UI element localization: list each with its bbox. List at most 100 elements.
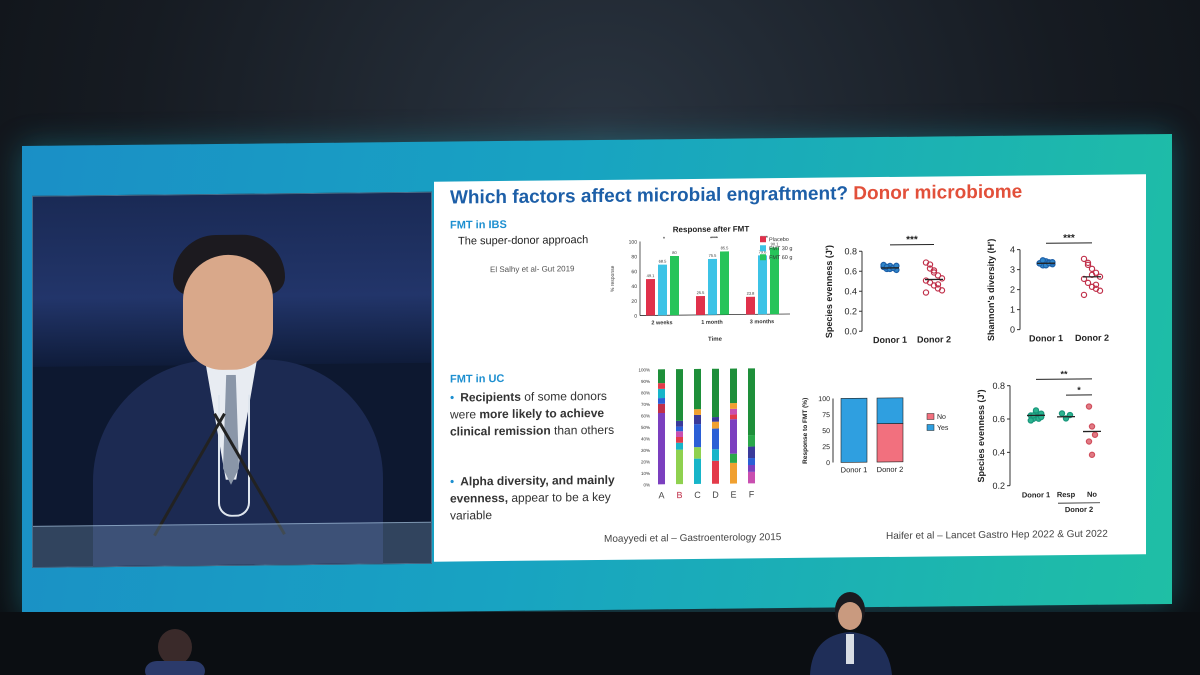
legend-swatch <box>926 424 935 431</box>
data-point <box>1027 417 1035 424</box>
bar <box>646 279 655 316</box>
bar-yes <box>840 397 868 463</box>
uc-taxa-composition-chart: 0% 10% 20% 30% 40% 50% 60% 70% 80% 90% 100% A B C D E F <box>638 367 755 500</box>
data-point <box>1085 438 1093 445</box>
legend-label: FMT 30 g <box>769 246 792 252</box>
legend-swatch <box>926 413 935 420</box>
x-tick-label: 3 months <box>750 319 774 325</box>
bullet1-post: than others <box>550 422 615 438</box>
y-tick-label: 100 <box>629 240 638 246</box>
chart-title: Response after FMT <box>673 224 750 234</box>
stack-segment <box>676 426 683 432</box>
data-point <box>922 289 930 296</box>
stack-segment <box>694 368 701 410</box>
stack-segment <box>676 436 683 443</box>
y-axis-label: Response to FMT (%) <box>802 398 809 464</box>
stack-segment <box>730 414 737 420</box>
y-tick-label: 100 <box>818 396 830 403</box>
stack-segment <box>730 368 737 404</box>
group-label: Donor 2 <box>1065 505 1093 514</box>
ibs-citation: El Salhy et al- Gut 2019 <box>490 264 575 275</box>
y-tick-label: 80% <box>641 390 650 395</box>
legend-label: Placebo <box>769 237 789 243</box>
x-tick-label: No <box>1087 490 1097 499</box>
significance-marker: ** <box>1060 369 1068 379</box>
bullet-dot: • <box>450 390 455 405</box>
x-tick-label: 2 weeks <box>651 320 672 326</box>
x-tick-label: B <box>676 490 682 500</box>
x-tick-label: Donor 2 <box>877 465 904 474</box>
y-tick-label: 0.0 <box>844 326 857 336</box>
stack-segment <box>712 460 719 484</box>
ibs-shannon-chart: 0 1 2 3 4 Shannon's diversity (H') Donor 1 Dono… <box>986 233 1109 343</box>
y-tick-label: 20 <box>631 299 637 305</box>
stack-segment <box>748 368 755 436</box>
stack-segment <box>676 420 683 427</box>
y-tick-label: 60 <box>631 269 637 275</box>
reference-haifer: Haifer et al – Lancet Gastro Hep 2022 & … <box>886 528 1108 542</box>
y-tick-label: 80 <box>631 254 637 260</box>
data-point <box>926 261 934 268</box>
stack-segment <box>748 471 755 484</box>
stack-segment <box>676 431 683 438</box>
stack-segment <box>658 383 665 389</box>
y-tick-label: 20% <box>641 459 650 464</box>
x-axis-label: Time <box>708 337 723 343</box>
data-label: 85.5 <box>721 245 730 250</box>
stack-segment <box>676 442 683 450</box>
y-tick-label: 50 <box>822 428 830 435</box>
significance-marker: *** <box>1063 233 1075 244</box>
uc-heading: FMT in UC <box>450 372 505 386</box>
y-tick-label: 70% <box>641 402 650 407</box>
stack-segment <box>730 408 737 415</box>
data-point <box>1092 281 1100 288</box>
slide-title: Which factors affect microbial engraftme… <box>450 182 1022 210</box>
stack-segment <box>694 458 701 484</box>
stack-segment <box>748 464 755 472</box>
significance-bracket <box>1036 378 1092 380</box>
speaker-video-feed <box>32 191 432 568</box>
bullet1-pre: Recipients <box>460 389 521 405</box>
data-point <box>1080 255 1088 263</box>
x-tick-label: Donor 2 <box>917 334 951 344</box>
bar-no <box>876 423 904 463</box>
data-label: 75.5 <box>709 253 718 258</box>
x-tick-label: Donor 1 <box>873 335 907 345</box>
speaker-face <box>183 254 273 371</box>
bar <box>758 255 767 315</box>
legend-label: FMT 60 g <box>769 255 792 261</box>
significance-marker: * <box>663 236 665 242</box>
response-after-fmt-chart: Response after FMT 0 20 40 60 80 100 % response… <box>610 224 792 343</box>
x-tick-label: C <box>694 490 701 500</box>
reference-moayyedi: Moayyedi et al – Gastroenterology 2015 <box>604 532 782 545</box>
stack-segment <box>658 412 665 485</box>
x-tick-label: 1 month <box>701 320 723 326</box>
data-label: 49.1 <box>647 273 656 278</box>
legend-label: Yes <box>937 425 949 432</box>
y-tick-label: 1 <box>1010 305 1015 315</box>
data-point <box>1085 403 1093 410</box>
data-point <box>1049 259 1056 266</box>
stack-segment <box>658 398 665 404</box>
x-tick-label: E <box>730 490 736 500</box>
y-tick-label: 0 <box>634 314 637 320</box>
y-tick-label: 40% <box>641 436 650 441</box>
stack-segment <box>694 414 701 425</box>
data-point <box>930 282 938 289</box>
y-tick-label: 0.8 <box>992 381 1005 391</box>
slide-title-main: Which factors affect microbial engraftme… <box>450 183 849 209</box>
stack-segment <box>676 369 683 421</box>
stack-segment <box>694 409 701 415</box>
stack-segment <box>658 403 665 414</box>
stack-segment <box>694 447 701 459</box>
stack-segment <box>712 428 719 450</box>
y-tick-label: 0% <box>643 482 650 487</box>
y-tick-label: 10% <box>641 471 650 476</box>
legend-label: No <box>937 414 946 421</box>
y-tick-label: 0.2 <box>992 481 1005 491</box>
stack-segment <box>730 419 737 454</box>
stack-segment <box>712 449 719 461</box>
bullet-dot: • <box>450 474 455 489</box>
data-point <box>934 272 942 279</box>
audience-member <box>145 629 205 675</box>
